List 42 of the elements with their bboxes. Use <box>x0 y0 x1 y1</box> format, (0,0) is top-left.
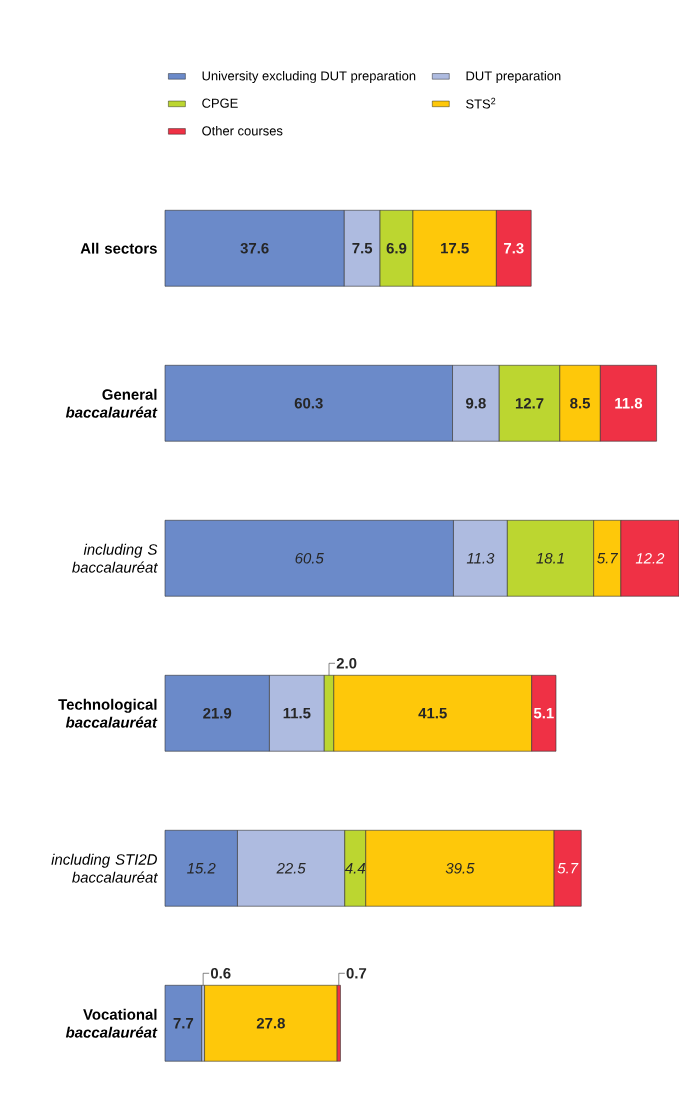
y-tick-label: General baccalauréat <box>65 388 158 418</box>
data-label: 39.5 <box>445 862 475 874</box>
data-label: 8.5 <box>570 397 591 409</box>
data-label: 7.3 <box>504 242 524 254</box>
data-label: 11.5 <box>283 708 311 719</box>
data-label: 11.3 <box>466 552 495 564</box>
data-label: 18.1 <box>536 552 564 564</box>
data-label: 37.6 <box>240 242 269 254</box>
y-tick-label: including S baccalauréat <box>72 543 158 573</box>
legend-label: CPGE <box>202 98 238 108</box>
bar <box>204 984 338 1062</box>
data-label: 7.7 <box>173 1018 194 1029</box>
data-label: 5.7 <box>557 863 579 874</box>
legend-label: DUT preparation <box>466 70 561 83</box>
data-label: 5.1 <box>533 708 554 719</box>
data-label: 4.4 <box>344 863 366 874</box>
y-tick-label: Technological baccalauréat <box>58 698 158 728</box>
bar <box>164 984 203 1062</box>
data-label: 12.2 <box>635 553 665 564</box>
data-label: 6.9 <box>386 242 407 254</box>
data-label: 60.5 <box>295 552 324 564</box>
data-label: 11.8 <box>615 397 643 409</box>
data-label: 60.3 <box>294 397 323 409</box>
data-label: 27.8 <box>256 1017 285 1029</box>
legend-label: University excluding DUT preparation <box>202 70 416 83</box>
data-label: 15.2 <box>187 862 216 874</box>
data-label: 41.5 <box>418 708 447 719</box>
y-tick-label: including STI2D baccalauréat <box>51 853 158 883</box>
data-label: 5.7 <box>597 553 619 564</box>
data-label: 17.5 <box>441 243 469 254</box>
legend-label: Other courses <box>202 125 283 136</box>
data-label: 0.6 <box>210 967 231 979</box>
data-label: 21.9 <box>203 707 232 719</box>
legend-label: STS$^{2}$ <box>466 97 496 109</box>
data-label: 22.5 <box>276 862 306 874</box>
y-tick-label: Vocational baccalauréat <box>65 1008 158 1038</box>
data-label: 9.8 <box>466 397 486 409</box>
data-label: 7.5 <box>352 243 373 254</box>
data-label: 0.7 <box>346 967 367 979</box>
y-tick-label: All sectors <box>80 242 157 254</box>
data-label: 12.7 <box>515 398 544 409</box>
data-label: 2.0 <box>336 657 357 669</box>
